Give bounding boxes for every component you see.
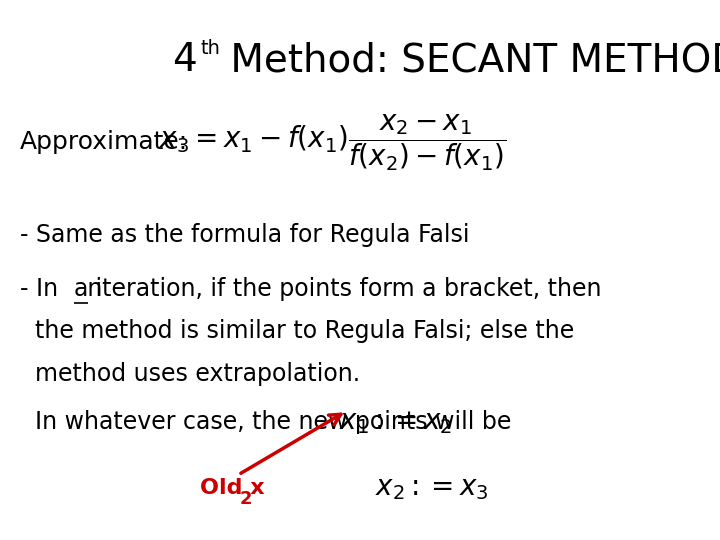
Text: th: th (201, 39, 221, 58)
Text: $x_2 := x_3$: $x_2 := x_3$ (375, 474, 489, 502)
Text: 2: 2 (240, 490, 253, 508)
Text: Approximate:: Approximate: (19, 130, 188, 154)
Text: $x_3 = x_1 - f(x_1)\dfrac{x_2 - x_1}{f(x_2) - f(x_1)}$: $x_3 = x_1 - f(x_1)\dfrac{x_2 - x_1}{f(x… (158, 112, 505, 173)
Text: - Same as the formula for Regula Falsi: - Same as the formula for Regula Falsi (19, 224, 469, 247)
Text: the method is similar to Regula Falsi; else the: the method is similar to Regula Falsi; e… (19, 319, 574, 343)
Text: - In: - In (19, 276, 66, 301)
Text: iteration, if the points form a bracket, then: iteration, if the points form a bracket,… (88, 276, 602, 301)
Text: $x_1 := x_2$: $x_1 := x_2$ (339, 408, 452, 436)
Text: Old x: Old x (200, 478, 264, 498)
Text: an: an (73, 276, 103, 301)
Text: In whatever case, the new points will be: In whatever case, the new points will be (19, 409, 511, 434)
Text: method uses extrapolation.: method uses extrapolation. (19, 362, 360, 386)
Text: Method: SECANT METHOD: Method: SECANT METHOD (218, 42, 720, 79)
Text: 4: 4 (173, 42, 197, 79)
